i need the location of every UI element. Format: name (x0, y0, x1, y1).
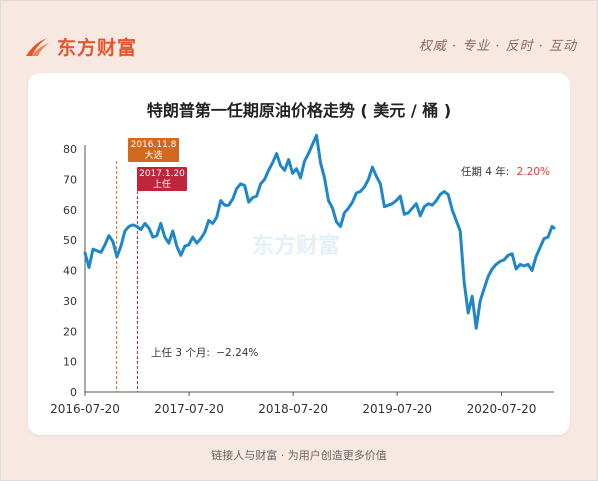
event-markers (116, 161, 138, 392)
series-line-crude-oil (83, 133, 556, 330)
x-axis-ticks: 2016-07-20 2017-07-20 2018-07-20 2019-07-20… (50, 392, 536, 416)
x-tick-label: 2020-07-20 (467, 402, 537, 416)
y-tick-label: 10 (63, 356, 77, 369)
inauguration-label-text: 上任 (153, 178, 171, 190)
brand-name: 东方财富 (57, 36, 138, 59)
election-label-box (128, 138, 179, 162)
inauguration-label-box (137, 167, 187, 191)
header: 东方财富 权威 · 专业 · 反时 · 互动 (1, 1, 597, 71)
x-tick-label: 2018-07-20 (258, 402, 328, 416)
first-3-months-annotation: 上任 3 个月: −2.24% (151, 346, 258, 359)
term-change-annotation: 任期 4 年: 2.20% (461, 165, 550, 178)
y-tick-label: 50 (63, 234, 77, 247)
y-tick-label: 80 (63, 143, 77, 156)
chart-title: 特朗普第一任期原油价格走势 ( 美元 / 桶 ) (146, 101, 452, 120)
first-3-months-label: 上任 3 个月: (151, 346, 210, 359)
flame-logo-icon (26, 38, 49, 56)
x-tick-label: 2017-07-20 (154, 402, 224, 416)
term-change-value: 2.20% (517, 166, 550, 178)
y-tick-label: 30 (63, 295, 77, 308)
y-tick-label: 60 (63, 204, 77, 217)
inauguration-label-date: 2017.1.20 (139, 169, 185, 179)
brand: 东方财富 (23, 29, 137, 63)
footer-tagline: 链接人与财富 · 为用户创造更多价值 (211, 449, 387, 462)
x-tick-label: 2016-07-20 (50, 402, 120, 416)
y-axis-ticks: 0 10 20 30 40 50 60 70 80 (63, 143, 77, 399)
slogan: 权威 · 专业 · 反时 · 互动 (418, 39, 577, 54)
inauguration-label: 2017.1.20 上任 (137, 167, 187, 191)
term-change-prefix: 任期 4 年: (461, 165, 509, 178)
election-label: 2016.11.8 大选 (128, 138, 179, 162)
x-tick-label: 2019-07-20 (362, 402, 432, 416)
first-3-months-value: −2.24% (216, 347, 258, 359)
y-tick-label: 20 (63, 325, 77, 338)
y-tick-label: 70 (63, 173, 77, 186)
election-label-text: 大选 (144, 149, 162, 161)
axes (84, 145, 554, 393)
y-tick-label: 40 (63, 265, 77, 278)
watermark: 东方财富 (252, 233, 340, 259)
y-tick-label: 0 (70, 386, 77, 399)
election-label-date: 2016.11.8 (131, 140, 177, 150)
